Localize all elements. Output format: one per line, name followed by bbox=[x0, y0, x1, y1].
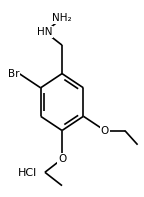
Text: O: O bbox=[101, 125, 109, 136]
Text: NH₂: NH₂ bbox=[52, 13, 72, 23]
Text: HCl: HCl bbox=[18, 168, 37, 178]
Text: HN: HN bbox=[37, 27, 53, 37]
Text: Br: Br bbox=[8, 69, 19, 79]
Text: O: O bbox=[58, 154, 66, 164]
